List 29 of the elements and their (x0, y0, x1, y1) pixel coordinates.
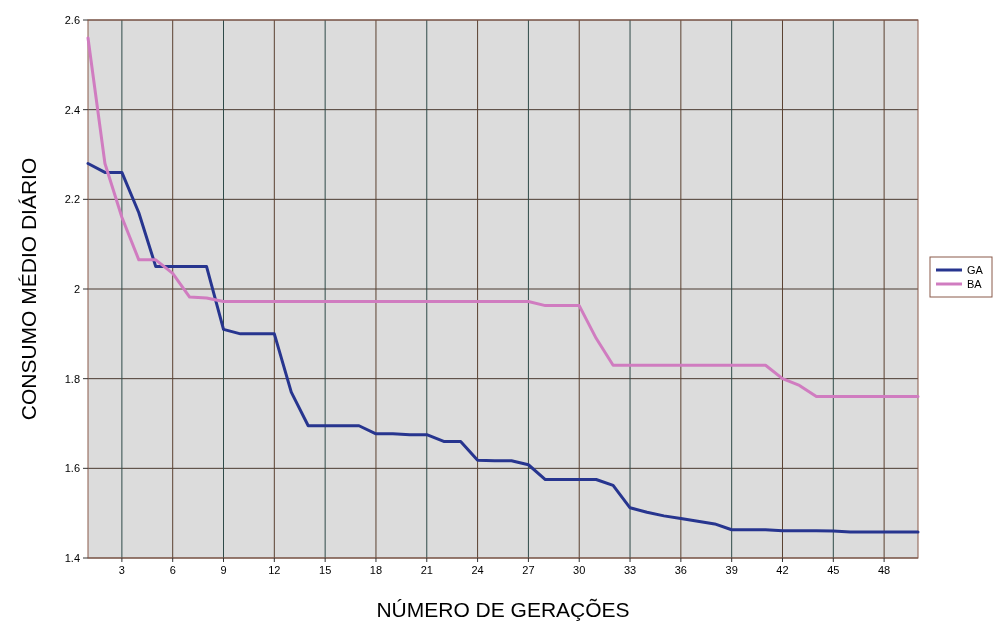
x-tick-label: 36 (674, 564, 687, 576)
x-tick-label: 21 (420, 564, 433, 576)
x-tick-label: 48 (878, 564, 891, 576)
x-tick-label: 24 (471, 564, 484, 576)
y-tick-label: 2.6 (64, 13, 80, 26)
x-tick-label: 30 (573, 564, 586, 576)
x-tick-label: 42 (776, 564, 789, 576)
x-tick-label: 6 (169, 564, 176, 576)
x-tick-label: 27 (522, 564, 535, 576)
x-tick-label: 15 (319, 564, 332, 576)
x-tick-label: 45 (827, 564, 840, 576)
y-tick-label: 1.6 (64, 462, 80, 475)
y-axis-title: CONSUMO MÉDIO DIÁRIO (17, 157, 40, 421)
x-tick-label: 12 (268, 564, 281, 576)
legend-label: BA (967, 277, 983, 290)
line-series (86, 36, 920, 399)
y-tick-label: 1.8 (64, 372, 80, 385)
y-tick-label: 2.4 (64, 103, 80, 116)
x-tick-label: 18 (369, 564, 383, 576)
y-tick-label: 1.4 (64, 551, 80, 564)
y-tick-label: 2.2 (64, 193, 80, 206)
legend-label: GA (967, 263, 984, 276)
x-tick-label: 9 (220, 564, 227, 576)
x-tick-label: 39 (725, 564, 738, 576)
line-series (86, 161, 920, 534)
x-axis-title: NÚMERO DE GERAÇÕES (376, 598, 630, 621)
y-tick-label: 2 (73, 282, 80, 295)
x-tick-label: 33 (623, 564, 637, 576)
x-tick-label: 3 (118, 564, 125, 576)
